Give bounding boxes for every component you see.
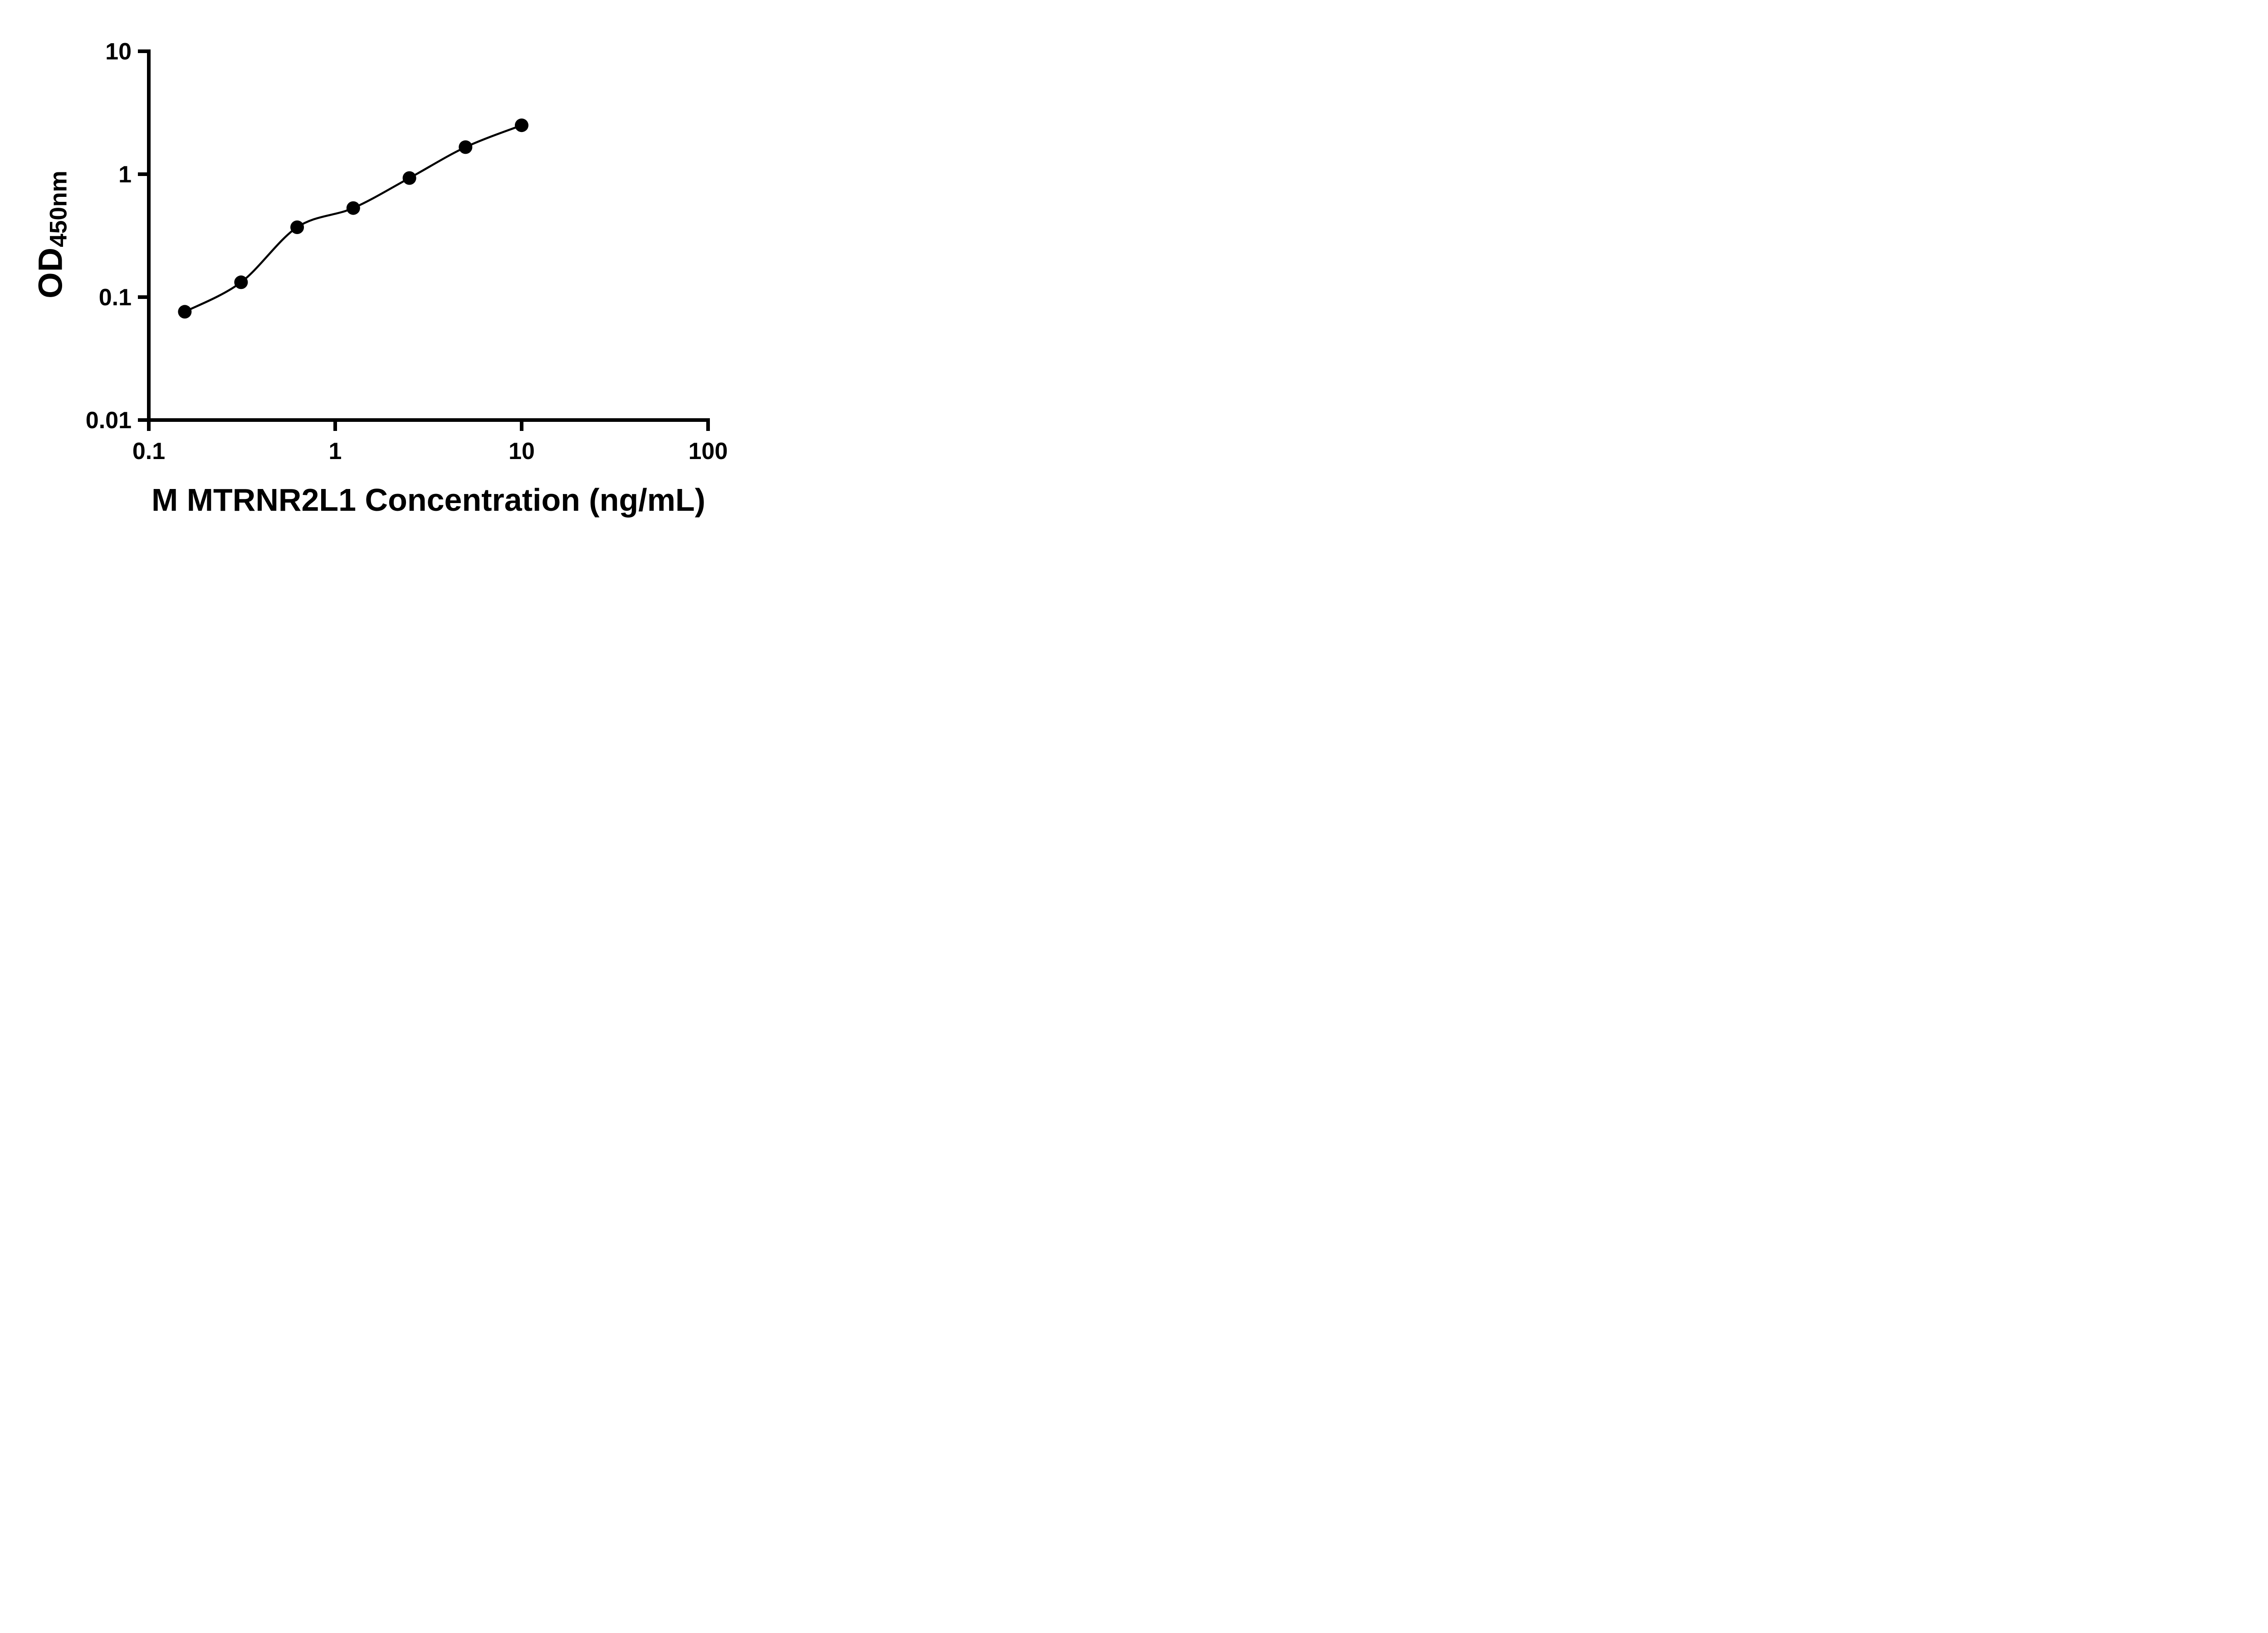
y-axis-title: OD450nm — [31, 171, 72, 298]
x-tick-label: 10 — [508, 438, 535, 464]
x-tick-label: 1 — [329, 438, 342, 464]
data-point — [515, 118, 528, 132]
data-point — [178, 305, 192, 319]
x-tick-label: 0.1 — [132, 438, 165, 464]
data-point — [402, 171, 416, 185]
elisa-standard-curve-chart: 0.01 0.1 1 10 0.1 1 10 100 OD450nm M MTRNR2L1 C… — [0, 0, 777, 544]
y-axis-title-subscript: 450nm — [45, 171, 72, 247]
y-axis-title-main: OD — [31, 247, 69, 298]
data-point — [234, 275, 248, 289]
y-tick-label: 0.01 — [86, 407, 132, 434]
y-tick-label: 0.1 — [99, 284, 132, 311]
data-point — [290, 220, 304, 234]
data-point — [459, 140, 473, 154]
x-tick-label: 100 — [689, 438, 728, 464]
x-axis-title: M MTRNR2L1 Concentration (ng/mL) — [151, 482, 706, 518]
y-tick-label: 10 — [105, 39, 132, 65]
y-tick-label: 1 — [118, 161, 132, 188]
data-point — [346, 201, 360, 215]
